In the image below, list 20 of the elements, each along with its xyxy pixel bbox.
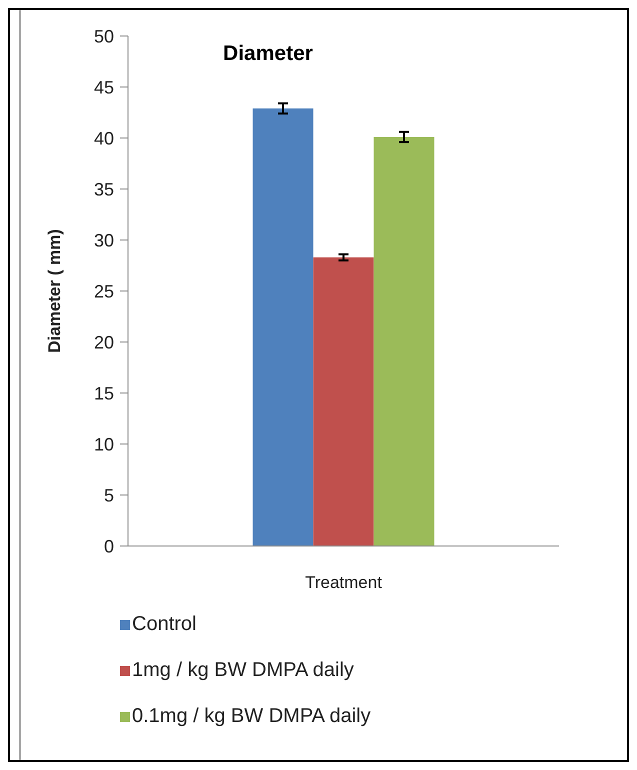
chart-title: Diameter [223,42,313,65]
x-axis-title: Treatment [305,573,382,592]
y-tick-label: 25 [94,281,114,302]
y-tick-label: 30 [94,230,114,250]
y-tick-label: 15 [94,383,114,404]
bar [313,257,374,546]
bar [374,136,434,546]
y-tick-label: 50 [94,26,114,46]
legend-label: Control [132,613,196,635]
y-tick-label: 40 [94,128,114,148]
y-axis-title: Diameter ( mm) [45,229,64,353]
legend-label: 1mg / kg BW DMPA daily [132,659,354,681]
y-tick-label: 10 [94,434,114,454]
y-tick-label: 5 [104,485,114,506]
bar [252,108,314,546]
y-tick-label: 45 [94,77,114,98]
y-tick-label: 35 [94,179,114,200]
y-tick-label: 0 [104,536,114,556]
legend-label: 0.1mg / kg BW DMPA daily [132,705,371,727]
y-tick-label: 20 [94,332,114,352]
